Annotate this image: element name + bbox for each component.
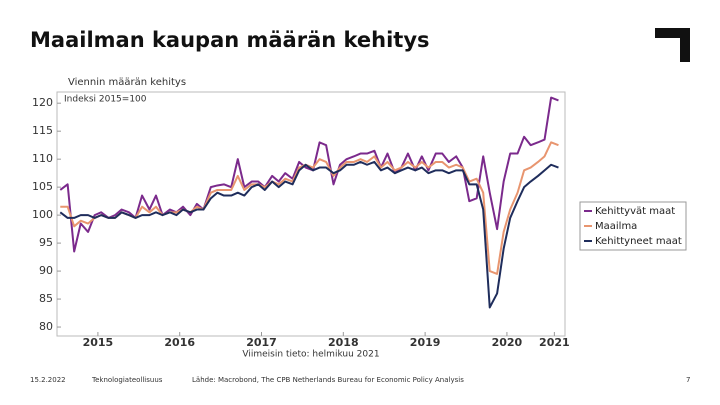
series-line: [59, 160, 559, 309]
y-tick-label: 105: [32, 180, 53, 193]
legend: Kehittyvät maat Maailma Kehittyneet maat: [579, 201, 687, 251]
legend-label: Maailma: [595, 221, 637, 232]
legend-label: Kehittyneet maat: [595, 236, 682, 247]
plot-frame: [56, 91, 566, 337]
y-tick-label: 110: [32, 152, 53, 165]
legend-label: Kehittyvät maat: [595, 206, 675, 217]
x-tick-label: 2019: [410, 336, 441, 349]
footer-date: 15.2.2022: [30, 376, 66, 384]
y-tick-label: 95: [39, 236, 53, 249]
series-line: [59, 96, 559, 253]
x-axis-label: Viimeisin tieto: helmikuu 2021: [242, 350, 379, 360]
footer-company: Teknologiateollisuus: [92, 376, 163, 384]
x-tick-label: 2020: [492, 336, 523, 349]
legend-box: [579, 201, 687, 251]
chart-title: Viennin määrän kehitys: [68, 77, 186, 88]
y-tick-label: 80: [39, 320, 53, 333]
y-tick-label: 115: [32, 124, 53, 137]
y-tick-label: 90: [39, 264, 53, 277]
y-tick-label: 120: [32, 96, 53, 109]
y-tick-label: 100: [32, 208, 53, 221]
y-axis-label: Indeksi 2015=100: [64, 95, 147, 105]
footer-source: Lähde: Macrobond, The CPB Netherlands Bu…: [192, 376, 464, 384]
x-tick-label: 2021: [539, 336, 570, 349]
y-tick-label: 85: [39, 292, 53, 305]
footer-page: 7: [686, 376, 691, 384]
logo: [655, 28, 690, 62]
x-tick-label: 2018: [328, 336, 359, 349]
series-line: [60, 141, 559, 275]
x-tick-label: 2017: [246, 336, 277, 349]
x-tick-label: 2016: [164, 336, 195, 349]
x-tick-label: 2015: [83, 336, 114, 349]
slide-title: Maailman kaupan määrän kehitys: [30, 28, 430, 52]
